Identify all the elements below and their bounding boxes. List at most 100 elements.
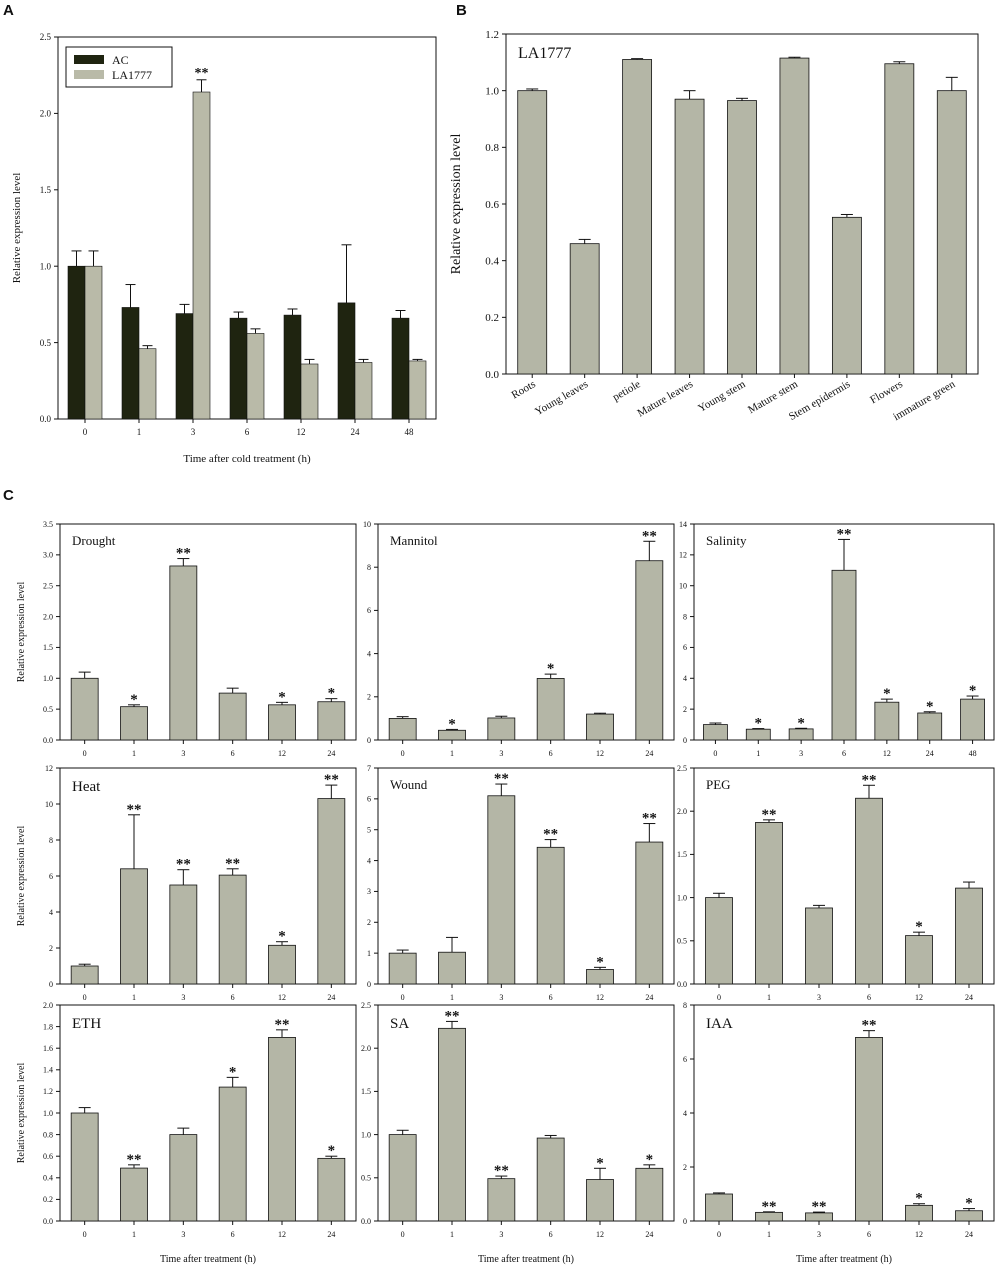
a-y-tick-label: 1.0 xyxy=(40,261,52,271)
b-y-tick-label: 0.4 xyxy=(485,256,499,268)
c-sa-significance-mark: ** xyxy=(494,1163,509,1179)
c-peg-y-tick-label: 0.0 xyxy=(677,980,687,989)
c-sa-x-tick-label: 6 xyxy=(549,1230,553,1239)
c-iaa-bar xyxy=(955,1210,983,1222)
a-x-axis-label: Time after cold treatment (h) xyxy=(183,453,311,465)
c-peg-bar xyxy=(705,897,733,985)
c-heat-y-axis-label: Relative expression level xyxy=(16,826,27,927)
c-wound-plot-frame xyxy=(377,767,675,985)
c-sa-significance-mark: ** xyxy=(445,1008,460,1024)
c-drought-x-tick-label: 24 xyxy=(327,749,335,758)
a-x-tick-label: 0 xyxy=(83,427,88,437)
c-sa-plot-frame xyxy=(377,1004,675,1222)
c-iaa-significance-mark: ** xyxy=(812,1199,827,1215)
c-salinity-x-tick-label: 48 xyxy=(969,749,977,758)
c-eth-bar xyxy=(317,1157,346,1222)
c-drought-bar xyxy=(169,565,198,741)
c-drought-y-tick-label: 2.0 xyxy=(43,612,53,621)
c-iaa-x-tick-label: 24 xyxy=(965,1230,973,1239)
c-sa-x-axis-label: Time after treatment (h) xyxy=(478,1254,574,1265)
a-x-tick-label: 6 xyxy=(245,427,250,437)
c-salinity-bar xyxy=(874,701,900,741)
b-bar xyxy=(884,63,915,375)
a-legend-label: LA1777 xyxy=(112,68,152,82)
c-drought-x-tick-label: 3 xyxy=(181,749,185,758)
c-sa-x-tick-label: 24 xyxy=(645,1230,653,1239)
c-eth-y-axis-label: Relative expression level xyxy=(16,1063,27,1164)
c-drought-x-tick-label: 6 xyxy=(231,749,235,758)
c-heat-y-tick-label: 12 xyxy=(45,764,53,773)
c-eth-bar xyxy=(70,1112,99,1222)
c-eth-panel-title: ETH xyxy=(72,1016,101,1032)
c-wound-x-tick-label: 24 xyxy=(645,993,653,1002)
c-drought-bar xyxy=(120,706,148,741)
c-wound-panel-title: Wound xyxy=(390,777,428,792)
c-eth-x-tick-label: 0 xyxy=(83,1230,87,1239)
b-x-tick-label: Mature leaves xyxy=(635,378,695,419)
c-drought-bar xyxy=(317,701,346,741)
c-heat-y-tick-label: 6 xyxy=(49,872,53,881)
c-iaa-y-tick-label: 4 xyxy=(683,1109,687,1118)
c-heat-x-tick-label: 3 xyxy=(181,993,185,1002)
a-y-tick-label: 2.0 xyxy=(40,109,52,119)
c-sa-bar xyxy=(635,1167,664,1222)
b-y-axis-label: Relative expression level xyxy=(449,134,464,275)
c-mannitol-y-tick-label: 4 xyxy=(367,649,371,658)
c-heat-y-tick-label: 4 xyxy=(49,908,53,917)
b-x-tick-label: petiole xyxy=(611,378,643,403)
a-significance-mark: ** xyxy=(195,66,209,81)
c-wound-y-tick-label: 6 xyxy=(367,795,371,804)
c-eth-y-tick-label: 2.0 xyxy=(43,1001,53,1010)
c-iaa-bar xyxy=(705,1193,733,1222)
c-eth-y-tick-label: 0.0 xyxy=(43,1217,53,1226)
c-salinity-y-tick-label: 2 xyxy=(683,705,687,714)
c-mannitol-x-tick-label: 24 xyxy=(645,749,653,758)
c-eth-significance-mark: * xyxy=(229,1064,237,1080)
c-salinity-bar xyxy=(917,712,943,741)
c-mannitol-y-tick-label: 8 xyxy=(367,563,371,572)
c-mannitol-x-tick-label: 12 xyxy=(596,749,604,758)
c-drought-y-tick-label: 2.5 xyxy=(43,582,53,591)
a-x-tick-label: 48 xyxy=(405,427,415,437)
c-heat-significance-mark: ** xyxy=(324,772,339,788)
c-peg-y-tick-label: 0.5 xyxy=(677,937,687,946)
c-drought-y-tick-label: 1.0 xyxy=(43,674,53,683)
a-bar xyxy=(192,91,211,420)
c-peg-y-tick-label: 1.5 xyxy=(677,850,687,859)
c-wound-y-tick-label: 4 xyxy=(367,856,371,865)
c-heat-plot-frame xyxy=(59,767,357,985)
b-y-tick-label: 1.2 xyxy=(485,29,499,41)
a-bar xyxy=(229,317,248,420)
c-wound-x-tick-label: 0 xyxy=(401,993,405,1002)
c-heat-bar xyxy=(120,868,148,985)
c-mannitol-significance-mark: * xyxy=(448,716,456,732)
c-heat-x-tick-label: 12 xyxy=(278,993,286,1002)
c-iaa-y-tick-label: 6 xyxy=(683,1055,687,1064)
b-x-tick-label: Roots xyxy=(509,378,537,401)
c-wound-x-tick-label: 1 xyxy=(450,993,454,1002)
c-mannitol-significance-mark: * xyxy=(547,661,555,677)
a-bar xyxy=(121,307,140,420)
b-x-tick-label: Flowers xyxy=(868,378,905,406)
c-salinity-y-tick-label: 0 xyxy=(683,736,687,745)
a-y-tick-label: 0.0 xyxy=(40,414,52,424)
c-heat-significance-mark: ** xyxy=(225,856,240,872)
c-eth-y-tick-label: 0.4 xyxy=(43,1174,53,1183)
c-wound-y-tick-label: 2 xyxy=(367,918,371,927)
c-wound-significance-mark: ** xyxy=(642,811,657,827)
c-eth-bar xyxy=(218,1086,247,1222)
b-y-tick-label: 1.0 xyxy=(485,86,499,98)
panel-letter-b: B xyxy=(456,2,467,19)
c-heat-y-tick-label: 8 xyxy=(49,836,53,845)
c-peg-significance-mark: * xyxy=(915,919,923,935)
c-drought-y-tick-label: 1.5 xyxy=(43,643,53,652)
a-legend-box xyxy=(65,46,173,88)
c-eth-x-tick-label: 3 xyxy=(181,1230,185,1239)
c-eth-y-tick-label: 1.4 xyxy=(43,1066,53,1075)
c-salinity-x-tick-label: 1 xyxy=(756,749,760,758)
a-x-tick-label: 3 xyxy=(191,427,196,437)
c-sa-bar xyxy=(586,1179,614,1222)
c-salinity-y-tick-label: 14 xyxy=(679,520,687,529)
c-wound-bar xyxy=(487,795,516,985)
c-sa-y-tick-label: 0.5 xyxy=(361,1174,371,1183)
